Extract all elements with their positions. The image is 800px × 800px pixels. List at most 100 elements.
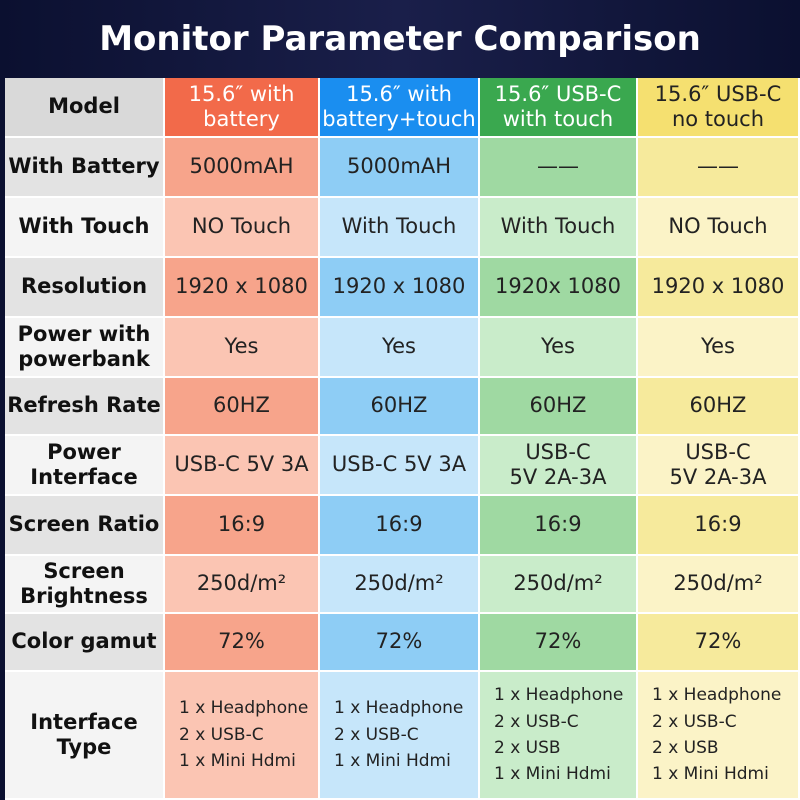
cell-text: Interface [30,465,138,489]
table-cell: Yes [480,318,638,378]
cell-text: Yes [382,334,416,359]
cell-text: 1 x Headphone [494,685,624,706]
cell-text: 60HZ [213,393,270,418]
table-cell: 15.6″ USB-C with touch [480,78,638,138]
cell-text: 16:9 [534,512,582,537]
table-cell: 60HZ [165,378,320,436]
table-cell: Resolution [5,258,165,318]
cell-text: Screen [43,558,125,583]
cell-text: USB-C [525,439,591,464]
cell-text: With Battery [8,154,160,179]
cell-text: Resolution [20,274,148,299]
table-cell: USB-C 5V 2A-3A [480,436,638,496]
table-cell: Color gamut [5,614,165,672]
cell-text: Interface [30,709,138,734]
cell-text: 5000mAH [189,154,294,179]
cell-text: 1 x Headphone [652,685,782,706]
table-cell: NO Touch [638,198,800,258]
table-cell: 1920 x 1080 [165,258,320,318]
table-cell: 72% [480,614,638,672]
cell-text: 1920 x 1080 [332,274,466,299]
cell-text: Yes [701,334,735,359]
cell-text: —— [697,154,739,179]
cell-text: 1920x 1080 [495,274,621,299]
cell-text: 250d/m² [354,571,444,596]
table-cell: 250d/m² [165,556,320,614]
cell-text: 2 x USB [494,738,561,758]
cell-text: 1 x Headphone [334,698,464,719]
cell-text: Model [48,94,120,119]
cell-text: Yes [541,334,575,359]
cell-text: With Touch [341,214,457,239]
cell-text: NO Touch [668,214,768,239]
table-cell: 72% [165,614,320,672]
table-cell: 5000mAH [165,138,320,198]
cell-text: 15.6″ USB-C [494,81,622,106]
cell-text: battery [203,107,280,131]
cell-text: 15.6″ with [346,81,452,106]
cell-text: Screen Ratio [8,512,160,537]
cell-text: 60HZ [689,393,747,418]
cell-text: USB-C 5V 3A [331,452,467,477]
cell-text: 60HZ [370,393,428,418]
comparison-table: Model 15.6″ with battery 15.6″ with battery+… [5,78,800,800]
cell-text: Type [56,735,112,759]
table-cell: 250d/m² [480,556,638,614]
cell-text: 16:9 [375,512,423,537]
table-cell: 1920x 1080 [480,258,638,318]
table-cell: 72% [320,614,480,672]
table-cell: 1 x Headphone 2 x USB-C 2 x USB 1 x Mini Hd… [638,672,800,800]
cell-text: 2 x USB [652,738,719,758]
cell-text: 250d/m² [673,571,763,596]
cell-text: 250d/m² [513,571,603,596]
cell-text: no touch [671,107,765,131]
cell-text: 1 x Mini Hdmi [494,764,611,785]
cell-text: 16:9 [217,512,266,537]
table-cell: 15.6″ with battery [165,78,320,138]
table-cell: 16:9 [320,496,480,556]
table-cell: Yes [320,318,480,378]
table-cell: 15.6″ USB-C no touch [638,78,800,138]
table-cell: Refresh Rate [5,378,165,436]
cell-text: with touch [502,107,614,131]
table-cell: 1 x Headphone 2 x USB-C 1 x Mini Hdmi [165,672,320,800]
table-cell: —— [480,138,638,198]
cell-text: Power [47,439,121,464]
table-cell: Power Interface [5,436,165,496]
cell-text: 1 x Mini Hdmi [652,764,769,785]
cell-text: With Touch [500,214,616,239]
table-cell: 5000mAH [320,138,480,198]
cell-text: 2 x USB-C [179,724,264,745]
cell-text: 72% [534,629,582,654]
table-cell: USB-C 5V 3A [165,436,320,496]
table-cell: 16:9 [165,496,320,556]
cell-text: 5V 2A-3A [669,465,767,489]
cell-text: Brightness [20,584,148,608]
table-cell: 60HZ [320,378,480,436]
table-cell: USB-C 5V 3A [320,436,480,496]
cell-text: —— [537,154,579,179]
table-cell: With Touch [320,198,480,258]
table-cell: Screen Ratio [5,496,165,556]
cell-text: 15.6″ USB-C [654,81,782,106]
cell-text: With Touch [18,214,150,239]
cell-text: 5V 2A-3A [509,465,607,489]
cell-text: Power with [17,321,151,346]
cell-text: 1 x Headphone [179,698,309,719]
table-cell: 16:9 [638,496,800,556]
table-cell: 1 x Headphone 2 x USB-C 2 x USB 1 x Mini Hd… [480,672,638,800]
cell-text: powerbank [18,347,150,371]
cell-text: USB-C 5V 3A [174,452,309,477]
table-cell: 1920 x 1080 [638,258,800,318]
table-cell: NO Touch [165,198,320,258]
table-cell: With Touch [5,198,165,258]
cell-text: 5000mAH [346,154,452,179]
cell-text: Refresh Rate [7,393,161,418]
table-cell: With Battery [5,138,165,198]
table-cell: 16:9 [480,496,638,556]
cell-text: Yes [224,334,259,359]
table-cell: 15.6″ with battery+touch [320,78,480,138]
table-cell: Screen Brightness [5,556,165,614]
cell-text: 2 x USB-C [494,711,579,732]
table-cell: 72% [638,614,800,672]
